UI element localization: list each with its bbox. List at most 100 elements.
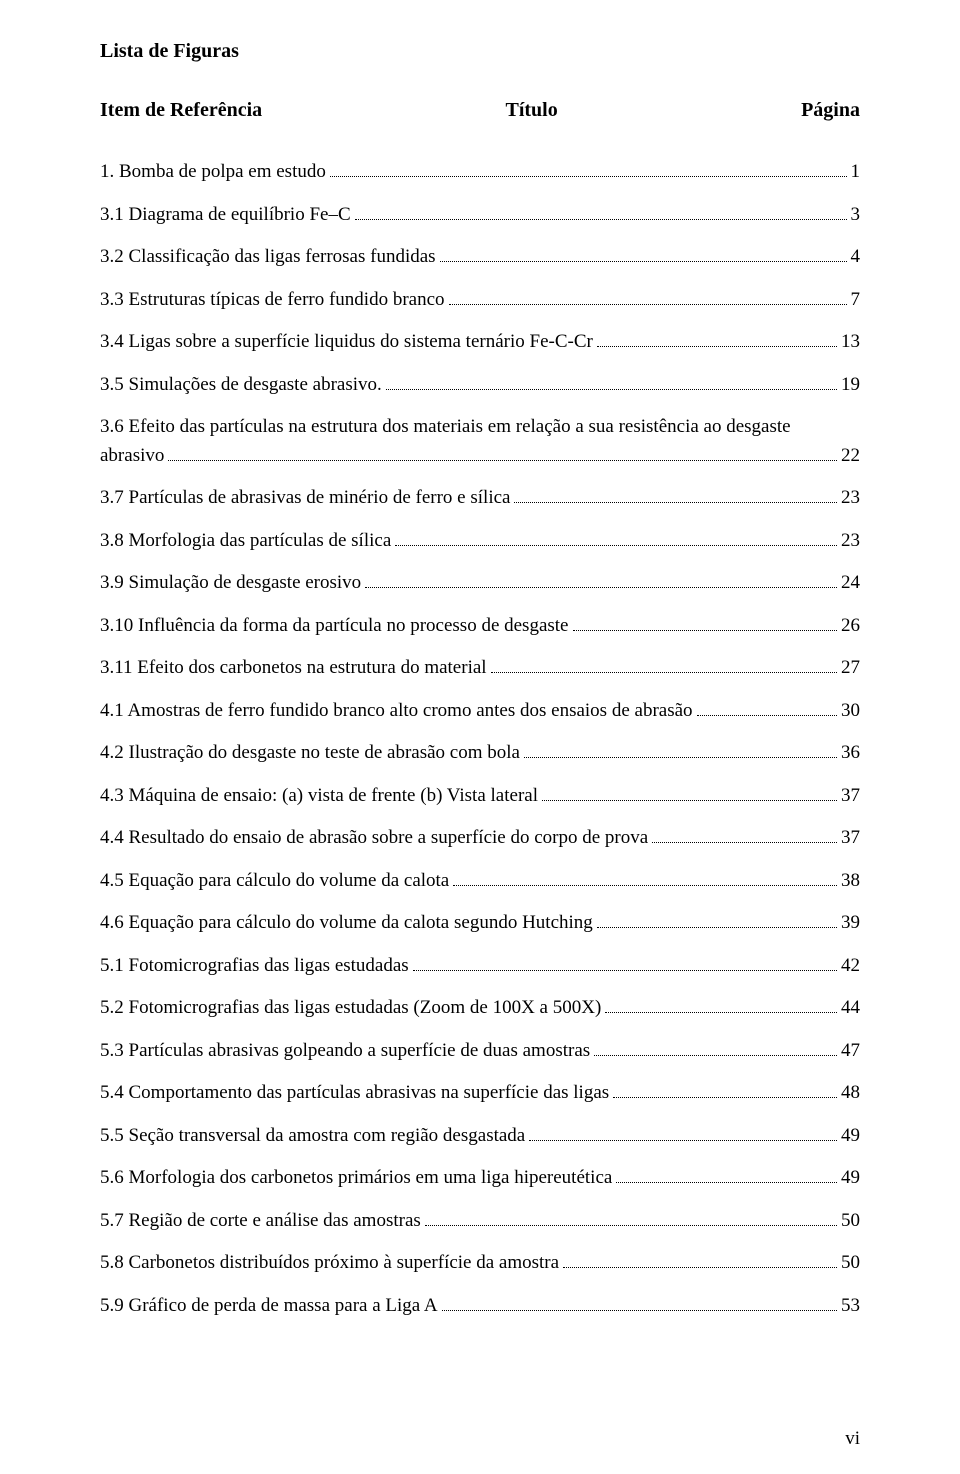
toc-entry: 4.5 Equação para cálculo do volume da ca… — [100, 867, 860, 896]
toc-entry-page: 7 — [851, 286, 861, 315]
toc-entry-page: 24 — [841, 569, 860, 598]
toc-entry-text: 5.8 Carbonetos distribuídos próximo à su… — [100, 1249, 559, 1278]
toc-entry: 5.9 Gráfico de perda de massa para a Lig… — [100, 1292, 860, 1321]
toc-entry-text: 3.5 Simulações de desgaste abrasivo. — [100, 371, 382, 400]
entries-container: 1. Bomba de polpa em estudo 1 3.1 Diagram… — [100, 158, 860, 1320]
toc-entry-text: 3.1 Diagrama de equilíbrio Fe–C — [100, 201, 351, 230]
toc-entry-page: 37 — [841, 824, 860, 853]
toc-entry-text: 4.3 Máquina de ensaio: (a) vista de fren… — [100, 782, 538, 811]
toc-entry-page: 42 — [841, 952, 860, 981]
toc-entry-text: 5.2 Fotomicrografias das ligas estudadas… — [100, 994, 601, 1023]
leader-dots — [616, 1182, 837, 1183]
toc-entry-page: 22 — [841, 442, 860, 471]
leader-dots — [425, 1225, 837, 1226]
toc-entry-text: 3.9 Simulação de desgaste erosivo — [100, 569, 361, 598]
leader-dots — [440, 261, 847, 262]
leader-dots — [652, 842, 837, 843]
leader-dots — [573, 630, 838, 631]
toc-entry: 4.1 Amostras de ferro fundido branco alt… — [100, 697, 860, 726]
toc-entry: 3.1 Diagrama de equilíbrio Fe–C 3 — [100, 201, 860, 230]
toc-entry-text: 5.9 Gráfico de perda de massa para a Lig… — [100, 1292, 438, 1321]
toc-entry-text: 5.7 Região de corte e análise das amostr… — [100, 1207, 421, 1236]
toc-entry-text: 5.4 Comportamento das partículas abrasiv… — [100, 1079, 609, 1108]
toc-entry: 3.6 Efeito das partículas na estrutura d… — [100, 413, 860, 470]
toc-entry-text: 3.3 Estruturas típicas de ferro fundido … — [100, 286, 445, 315]
leader-dots — [491, 672, 837, 673]
toc-entry-text: abrasivo — [100, 442, 164, 471]
leader-dots — [542, 800, 837, 801]
leader-dots — [442, 1310, 837, 1311]
toc-entry-text: 5.5 Seção transversal da amostra com reg… — [100, 1122, 525, 1151]
toc-entry-line1: 3.6 Efeito das partículas na estrutura d… — [100, 413, 860, 442]
toc-entry-page: 36 — [841, 739, 860, 768]
toc-entry: 4.3 Máquina de ensaio: (a) vista de fren… — [100, 782, 860, 811]
toc-entry-page: 38 — [841, 867, 860, 896]
leader-dots — [413, 970, 837, 971]
toc-entry: 5.7 Região de corte e análise das amostr… — [100, 1207, 860, 1236]
leader-dots — [605, 1012, 837, 1013]
toc-entry-text: 4.5 Equação para cálculo do volume da ca… — [100, 867, 449, 896]
toc-entry-page: 49 — [841, 1164, 860, 1193]
toc-entry-text: 4.2 Ilustração do desgaste no teste de a… — [100, 739, 520, 768]
leader-dots — [365, 587, 837, 588]
leader-dots — [524, 757, 837, 758]
leader-dots — [330, 176, 847, 177]
document-page: Lista de Figuras Item de Referência Títu… — [0, 0, 960, 1474]
toc-entry-text: 3.11 Efeito dos carbonetos na estrutura … — [100, 654, 487, 683]
toc-entry: 3.7 Partículas de abrasivas de minério d… — [100, 484, 860, 513]
toc-entry-page: 3 — [851, 201, 861, 230]
toc-entry-page: 19 — [841, 371, 860, 400]
toc-entry: 1. Bomba de polpa em estudo 1 — [100, 158, 860, 187]
toc-entry-text: 3.10 Influência da forma da partícula no… — [100, 612, 569, 641]
toc-entry-text: 5.6 Morfologia dos carbonetos primários … — [100, 1164, 612, 1193]
leader-dots — [597, 346, 837, 347]
toc-entry-page: 49 — [841, 1122, 860, 1151]
toc-entry: 3.2 Classificação das ligas ferrosas fun… — [100, 243, 860, 272]
toc-entry-text: 4.1 Amostras de ferro fundido branco alt… — [100, 697, 693, 726]
toc-entry: 5.6 Morfologia dos carbonetos primários … — [100, 1164, 860, 1193]
leader-dots — [395, 545, 837, 546]
toc-entry: 5.3 Partículas abrasivas golpeando a sup… — [100, 1037, 860, 1066]
leader-dots — [168, 460, 837, 461]
leader-dots — [697, 715, 837, 716]
leader-dots — [386, 389, 837, 390]
leader-dots — [597, 927, 837, 928]
leader-dots — [529, 1140, 837, 1141]
toc-entry: 5.8 Carbonetos distribuídos próximo à su… — [100, 1249, 860, 1278]
toc-entry-page: 50 — [841, 1249, 860, 1278]
toc-entry-page: 4 — [851, 243, 861, 272]
toc-entry-page: 1 — [851, 158, 861, 187]
toc-entry: 5.4 Comportamento das partículas abrasiv… — [100, 1079, 860, 1108]
leader-dots — [563, 1267, 837, 1268]
leader-dots — [453, 885, 837, 886]
header-title: Título — [262, 99, 801, 122]
table-header-row: Item de Referência Título Página — [100, 99, 860, 122]
toc-entry: 3.8 Morfologia das partículas de sílica … — [100, 527, 860, 556]
toc-entry-page: 37 — [841, 782, 860, 811]
toc-entry-text: 3.8 Morfologia das partículas de sílica — [100, 527, 391, 556]
toc-entry: 4.2 Ilustração do desgaste no teste de a… — [100, 739, 860, 768]
leader-dots — [594, 1055, 837, 1056]
toc-entry: 3.5 Simulações de desgaste abrasivo. 19 — [100, 371, 860, 400]
toc-entry: 3.9 Simulação de desgaste erosivo 24 — [100, 569, 860, 598]
toc-entry-page: 30 — [841, 697, 860, 726]
toc-entry-text: 5.1 Fotomicrografias das ligas estudadas — [100, 952, 409, 981]
toc-entry: 5.1 Fotomicrografias das ligas estudadas… — [100, 952, 860, 981]
leader-dots — [355, 219, 847, 220]
toc-entry-page: 53 — [841, 1292, 860, 1321]
leader-dots — [514, 502, 837, 503]
toc-entry: 5.2 Fotomicrografias das ligas estudadas… — [100, 994, 860, 1023]
toc-entry: 3.11 Efeito dos carbonetos na estrutura … — [100, 654, 860, 683]
toc-entry-page: 39 — [841, 909, 860, 938]
toc-entry: 3.4 Ligas sobre a superfície liquidus do… — [100, 328, 860, 357]
toc-entry-page: 13 — [841, 328, 860, 357]
toc-entry-page: 47 — [841, 1037, 860, 1066]
header-item-reference: Item de Referência — [100, 99, 262, 122]
toc-entry-text: 3.2 Classificação das ligas ferrosas fun… — [100, 243, 436, 272]
toc-entry-page: 44 — [841, 994, 860, 1023]
toc-entry: 3.3 Estruturas típicas de ferro fundido … — [100, 286, 860, 315]
toc-entry-text: 3.4 Ligas sobre a superfície liquidus do… — [100, 328, 593, 357]
toc-entry-text: 3.7 Partículas de abrasivas de minério d… — [100, 484, 510, 513]
toc-entry: 3.10 Influência da forma da partícula no… — [100, 612, 860, 641]
toc-entry-page: 27 — [841, 654, 860, 683]
